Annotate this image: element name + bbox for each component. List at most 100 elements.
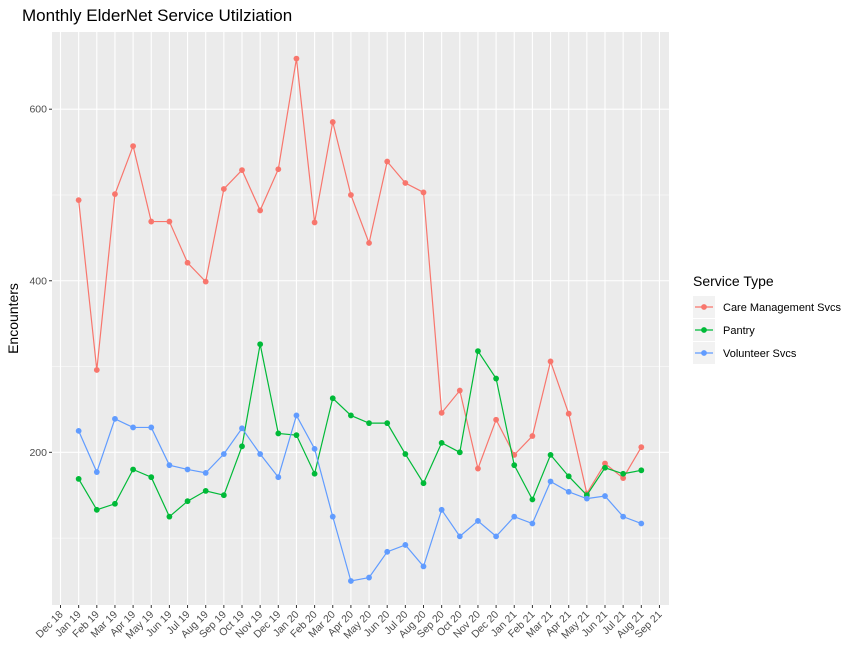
legend-title: Service Type [693, 273, 774, 289]
data-point-volunteer-svcs [293, 412, 300, 419]
data-point-pantry [329, 395, 336, 402]
data-point-care-management-svcs [456, 387, 463, 394]
data-point-volunteer-svcs [438, 506, 445, 513]
series-line-volunteer-svcs [78, 413, 642, 582]
data-point-care-management-svcs [493, 416, 499, 423]
series-line-care-management-svcs [78, 58, 642, 496]
data-point-volunteer-svcs [420, 563, 427, 570]
data-point-care-management-svcs [311, 219, 318, 226]
data-point-pantry [420, 480, 427, 487]
plot-panel [52, 32, 669, 605]
data-point-volunteer-svcs [202, 470, 209, 476]
data-point-care-management-svcs [202, 278, 209, 285]
data-point-care-management-svcs [366, 240, 372, 246]
data-point-pantry [438, 439, 445, 446]
data-point-pantry [130, 466, 137, 473]
data-point-pantry [348, 412, 354, 419]
data-point-care-management-svcs [475, 465, 481, 472]
data-point-pantry [257, 341, 264, 348]
legend-label-volunteer-svcs: Volunteer Svcs [723, 348, 797, 360]
data-point-volunteer-svcs [366, 574, 372, 581]
data-point-volunteer-svcs [112, 415, 118, 422]
data-point-pantry [511, 462, 518, 469]
data-point-pantry [547, 451, 554, 458]
data-point-volunteer-svcs [602, 493, 608, 499]
data-point-pantry [384, 420, 391, 427]
y-axis-title: Encounters [5, 283, 21, 354]
data-point-volunteer-svcs [475, 518, 481, 524]
data-point-volunteer-svcs [75, 427, 82, 434]
data-point-pantry [529, 496, 536, 503]
data-point-volunteer-svcs [329, 513, 336, 520]
data-point-care-management-svcs [166, 218, 173, 225]
data-point-volunteer-svcs [239, 425, 245, 432]
chart-title: Monthly ElderNet Service Utilziation [22, 6, 292, 25]
data-point-care-management-svcs [112, 191, 118, 198]
y-tick-label: 400 [29, 275, 47, 287]
data-point-pantry [202, 488, 209, 494]
data-point-volunteer-svcs [456, 533, 463, 540]
data-point-volunteer-svcs [275, 474, 282, 481]
data-point-volunteer-svcs [547, 478, 554, 485]
data-point-volunteer-svcs [583, 495, 590, 502]
data-point-care-management-svcs [130, 143, 137, 149]
data-point-care-management-svcs [329, 119, 336, 125]
data-point-pantry [311, 470, 318, 477]
data-point-care-management-svcs [529, 433, 536, 439]
data-point-pantry [602, 464, 608, 471]
y-tick-label: 600 [29, 104, 47, 116]
series-layer [75, 55, 645, 584]
data-point-pantry [456, 449, 463, 456]
data-point-pantry [184, 498, 191, 505]
data-point-care-management-svcs [257, 207, 264, 214]
data-point-volunteer-svcs [348, 578, 354, 584]
data-point-pantry [148, 474, 155, 481]
data-point-volunteer-svcs [257, 451, 264, 457]
minor-gridlines [52, 194, 669, 539]
data-point-care-management-svcs [565, 410, 572, 417]
data-point-care-management-svcs [384, 158, 391, 165]
data-point-care-management-svcs [620, 475, 627, 481]
data-point-volunteer-svcs [220, 451, 227, 457]
legend: Service Type Care Management Svcs Pantry V… [693, 273, 841, 364]
data-point-care-management-svcs [348, 192, 354, 198]
data-point-care-management-svcs [239, 167, 245, 174]
data-point-volunteer-svcs [402, 542, 409, 548]
data-point-pantry [565, 473, 572, 480]
data-point-volunteer-svcs [638, 520, 645, 527]
data-point-pantry [93, 506, 100, 513]
data-point-care-management-svcs [75, 197, 82, 204]
data-point-care-management-svcs [275, 166, 282, 173]
data-point-care-management-svcs [547, 358, 554, 365]
data-point-care-management-svcs [148, 218, 155, 225]
data-point-care-management-svcs [602, 460, 608, 467]
data-point-care-management-svcs [93, 367, 100, 373]
data-point-care-management-svcs [638, 444, 645, 451]
data-point-volunteer-svcs [511, 513, 518, 520]
data-point-volunteer-svcs [166, 462, 173, 469]
data-point-pantry [275, 430, 282, 437]
y-tick-label: 200 [29, 447, 47, 459]
data-point-pantry [112, 500, 118, 507]
data-point-volunteer-svcs [130, 424, 137, 431]
data-point-pantry [239, 443, 245, 450]
data-point-care-management-svcs [220, 186, 227, 192]
data-point-pantry [366, 420, 372, 427]
data-point-pantry [620, 470, 627, 477]
data-point-pantry [493, 375, 499, 382]
data-point-volunteer-svcs [529, 520, 536, 527]
data-point-pantry [166, 513, 173, 520]
series-line-pantry [78, 344, 642, 518]
data-point-pantry [75, 476, 82, 482]
data-point-care-management-svcs [184, 259, 191, 266]
data-point-pantry [293, 432, 300, 439]
legend-key-point [701, 327, 707, 333]
data-point-pantry [402, 451, 409, 457]
data-point-care-management-svcs [293, 55, 300, 62]
data-point-pantry [638, 467, 645, 474]
data-point-care-management-svcs [402, 180, 409, 186]
data-point-pantry [475, 348, 481, 354]
legend-key-point [701, 350, 707, 356]
data-point-volunteer-svcs [493, 533, 499, 540]
